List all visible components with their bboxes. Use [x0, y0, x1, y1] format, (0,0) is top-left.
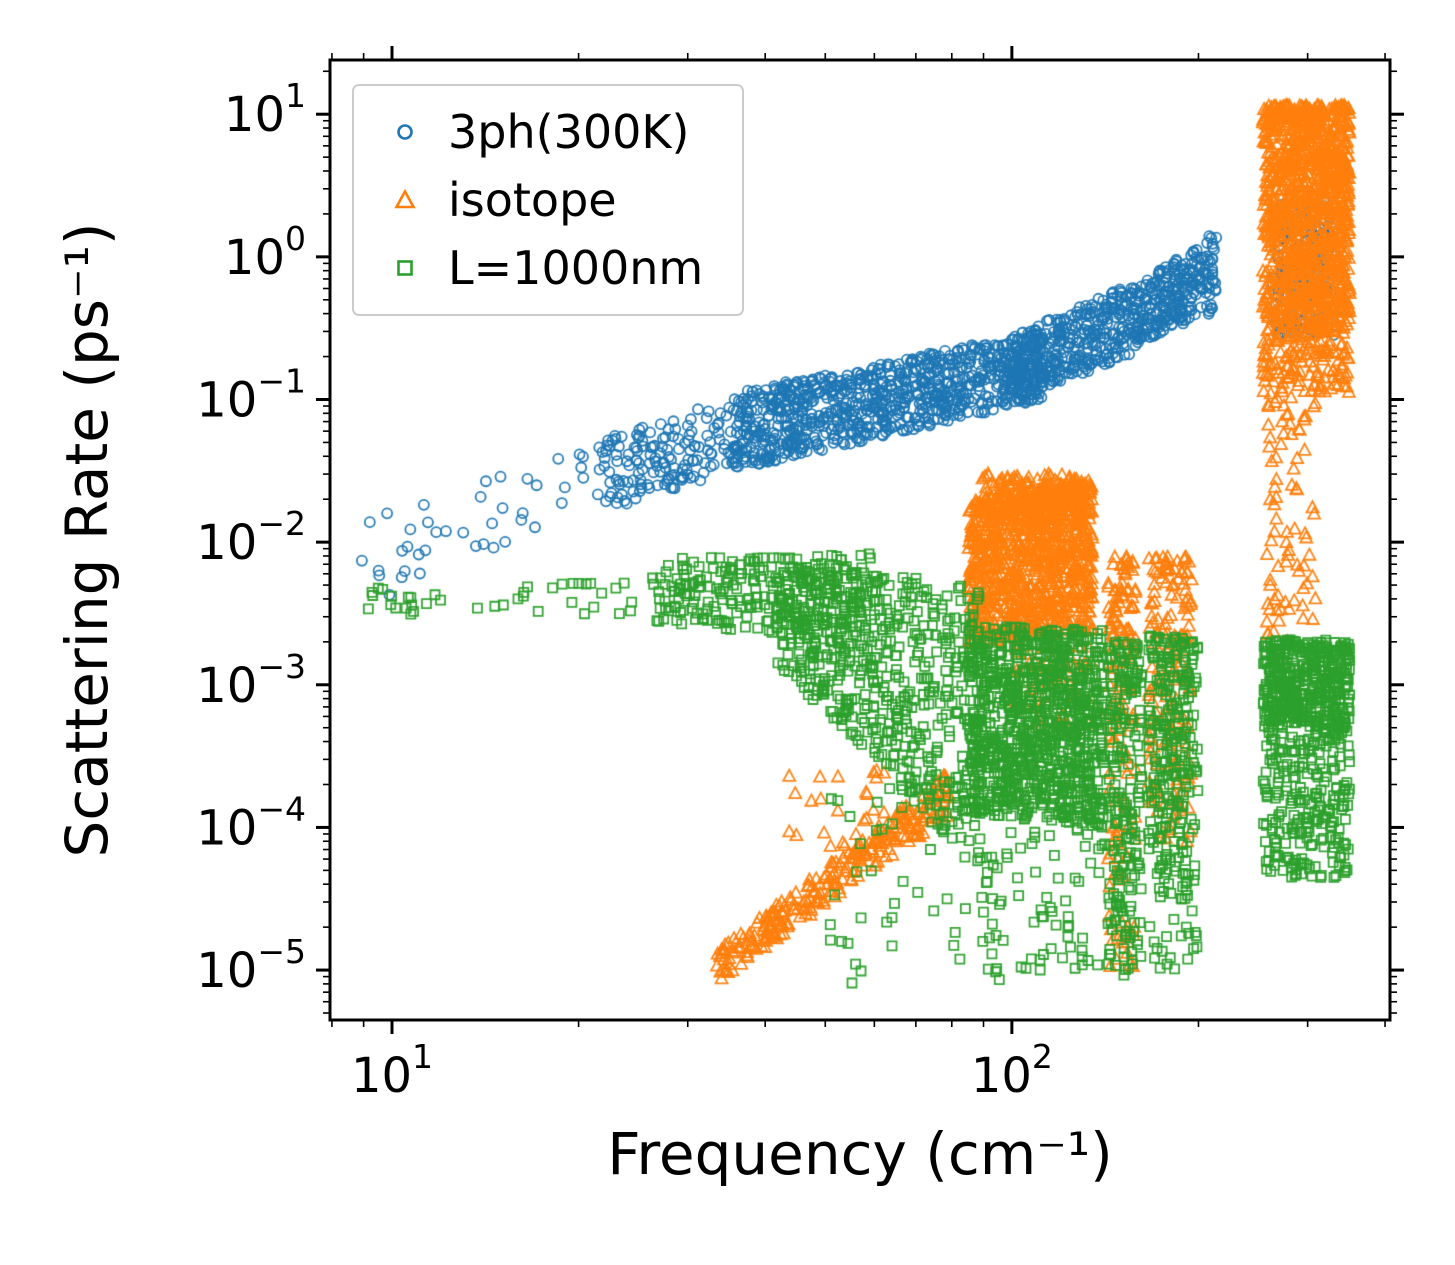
x-axis-label: Frequency (cm⁻¹): [607, 1120, 1113, 1188]
legend-entry-boundary: L=1000nm: [354, 234, 742, 302]
square-marker-icon: [378, 253, 432, 283]
plot-spines: [328, 58, 1392, 1022]
triangle-marker-icon: [378, 185, 432, 215]
y-tick-label: 101: [224, 76, 306, 143]
x-tick-label: 101: [351, 1037, 433, 1104]
legend: 3ph(300K) isotope L=1000nm: [352, 84, 744, 316]
y-axis-label: Scattering Rate (ps⁻¹): [53, 222, 121, 858]
y-tick-label: 10−4: [196, 789, 306, 856]
legend-entry-isotope: isotope: [354, 166, 742, 234]
y-tick-label: 10−2: [196, 504, 306, 571]
axis-ticks: [316, 46, 1404, 1034]
y-tick-label: 10−5: [196, 932, 306, 999]
y-tick-label: 10−1: [196, 361, 306, 428]
legend-entry-3ph: 3ph(300K): [354, 98, 742, 166]
x-tick-label: 102: [971, 1037, 1053, 1104]
y-tick-label: 100: [224, 219, 306, 286]
legend-label-3ph: 3ph(300K): [448, 105, 690, 159]
circle-marker-icon: [378, 117, 432, 147]
tick-labels: 101 102 10−5 10−4 10−3 10−2 10−1 100 101: [196, 76, 1053, 1104]
y-tick-label: 10−3: [196, 647, 306, 714]
legend-label-isotope: isotope: [448, 173, 617, 227]
legend-label-boundary: L=1000nm: [448, 241, 704, 295]
